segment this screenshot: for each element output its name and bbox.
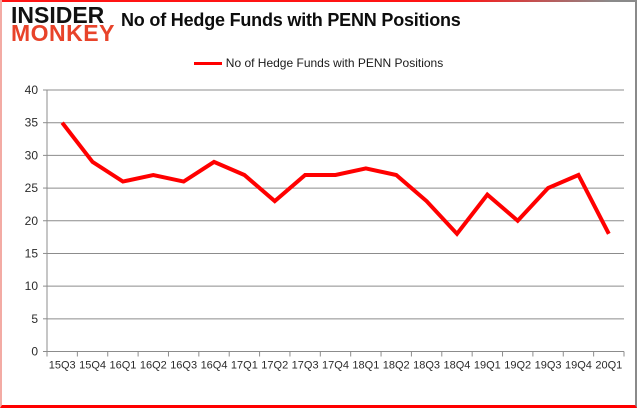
svg-text:15: 15 bbox=[25, 246, 39, 260]
svg-text:16Q4: 16Q4 bbox=[201, 360, 228, 372]
svg-text:17Q1: 17Q1 bbox=[231, 360, 258, 372]
svg-text:20Q1: 20Q1 bbox=[595, 360, 622, 372]
svg-text:10: 10 bbox=[25, 279, 39, 293]
svg-text:17Q4: 17Q4 bbox=[322, 360, 349, 372]
svg-text:40: 40 bbox=[25, 83, 39, 97]
legend: No of Hedge Funds with PENN Positions bbox=[2, 56, 635, 70]
svg-text:17Q3: 17Q3 bbox=[292, 360, 319, 372]
svg-text:15Q4: 15Q4 bbox=[79, 360, 106, 372]
frame-top-border bbox=[2, 0, 635, 2]
svg-text:19Q2: 19Q2 bbox=[504, 360, 531, 372]
y-axis-labels: 0 5 10 15 20 25 30 35 40 bbox=[25, 83, 39, 359]
svg-text:16Q2: 16Q2 bbox=[140, 360, 167, 372]
svg-text:19Q4: 19Q4 bbox=[565, 360, 592, 372]
data-line-series bbox=[60, 121, 611, 237]
svg-text:18Q4: 18Q4 bbox=[444, 360, 471, 372]
svg-text:5: 5 bbox=[31, 312, 38, 326]
svg-text:15Q3: 15Q3 bbox=[49, 360, 76, 372]
axes bbox=[46, 90, 625, 357]
logo-monkey-text: MONKEY bbox=[11, 20, 115, 46]
gridlines bbox=[43, 89, 624, 352]
svg-text:19Q1: 19Q1 bbox=[474, 360, 501, 372]
legend-label: No of Hedge Funds with PENN Positions bbox=[225, 56, 444, 70]
svg-text:18Q3: 18Q3 bbox=[413, 360, 440, 372]
svg-text:19Q3: 19Q3 bbox=[535, 360, 562, 372]
logo-insider-text: INSIDER bbox=[11, 2, 105, 28]
svg-text:16Q1: 16Q1 bbox=[109, 360, 136, 372]
chart-title: No of Hedge Funds with PENN Positions bbox=[121, 10, 461, 30]
svg-text:35: 35 bbox=[25, 116, 39, 130]
svg-text:18Q1: 18Q1 bbox=[352, 360, 379, 372]
svg-text:0: 0 bbox=[31, 345, 38, 359]
svg-text:30: 30 bbox=[25, 148, 39, 162]
svg-text:18Q2: 18Q2 bbox=[383, 360, 410, 372]
legend-line-sample bbox=[193, 61, 222, 65]
insider-monkey-logo: INSIDER MONKEY bbox=[11, 2, 115, 46]
svg-text:16Q3: 16Q3 bbox=[170, 360, 197, 372]
svg-text:20: 20 bbox=[25, 214, 39, 228]
svg-text:17Q2: 17Q2 bbox=[261, 360, 288, 372]
x-axis-labels: 15Q3 15Q4 16Q1 16Q2 16Q3 16Q4 17Q1 17Q2 17Q3 17Q4… bbox=[49, 360, 623, 372]
svg-text:25: 25 bbox=[25, 181, 39, 195]
